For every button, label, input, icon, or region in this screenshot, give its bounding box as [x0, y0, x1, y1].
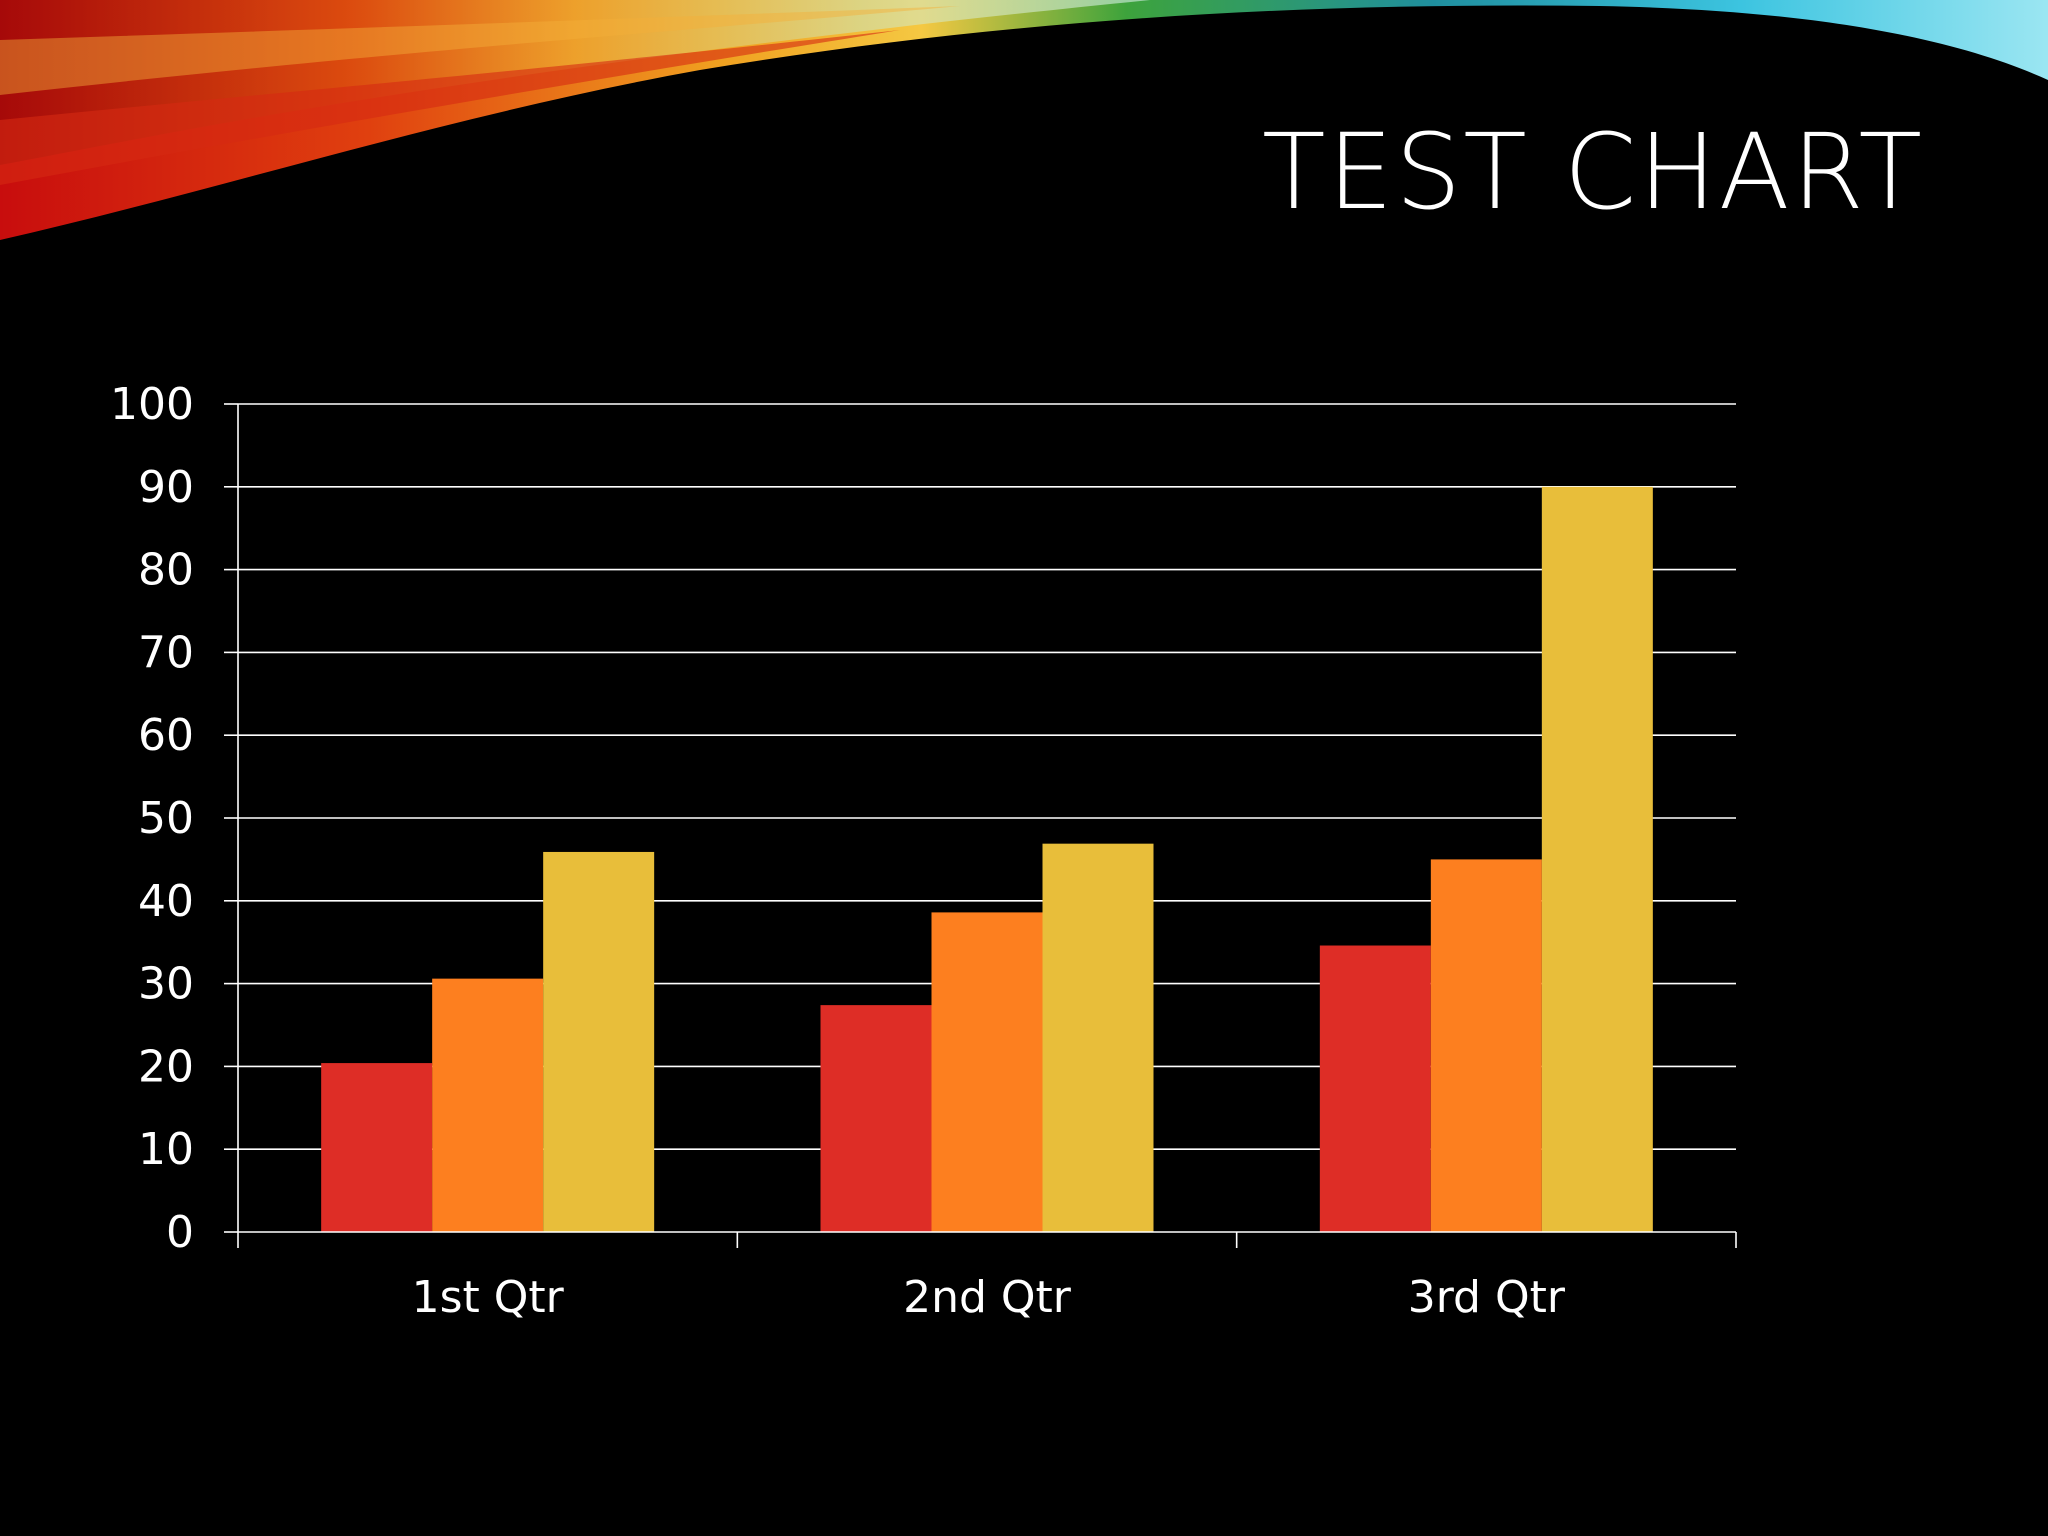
y-tick-label: 70 — [138, 627, 194, 678]
y-tick-label: 0 — [166, 1207, 194, 1258]
slide-title: TEST CHART — [1261, 111, 1924, 233]
decorative-swoosh — [0, 0, 2048, 240]
y-tick-label: 50 — [138, 793, 194, 844]
bar-1-2nd-qtr — [820, 1005, 932, 1232]
bar-1-3rd-qtr — [1319, 945, 1431, 1232]
bar-2-3rd-qtr — [1430, 859, 1542, 1232]
bars — [321, 486, 1653, 1232]
y-tick-label: 10 — [138, 1124, 194, 1175]
y-tick-label: 80 — [138, 545, 194, 596]
y-tick-label: 20 — [138, 1041, 194, 1092]
bar-2-2nd-qtr — [931, 912, 1043, 1232]
x-tick-label: 3rd Qtr — [1408, 1272, 1566, 1323]
axes — [224, 403, 1737, 1248]
bar-3-1st-qtr — [543, 851, 655, 1232]
x-tick-label: 2nd Qtr — [903, 1272, 1072, 1323]
y-tick-label: 30 — [138, 959, 194, 1010]
bar-3-3rd-qtr — [1541, 486, 1653, 1232]
y-tick-label: 90 — [138, 462, 194, 513]
x-tick-label: 1st Qtr — [412, 1272, 565, 1323]
tick-labels: 0 10 20 30 40 50 60 70 80 90 100 1st Qtr 2nd Qtr 3rd … — [110, 379, 1566, 1323]
bar-1-1st-qtr — [321, 1063, 433, 1232]
bar-2-1st-qtr — [432, 978, 544, 1232]
bar-3-2nd-qtr — [1042, 843, 1154, 1232]
y-tick-label: 60 — [138, 710, 194, 761]
y-tick-label: 40 — [138, 876, 194, 927]
y-tick-label: 100 — [110, 379, 194, 430]
